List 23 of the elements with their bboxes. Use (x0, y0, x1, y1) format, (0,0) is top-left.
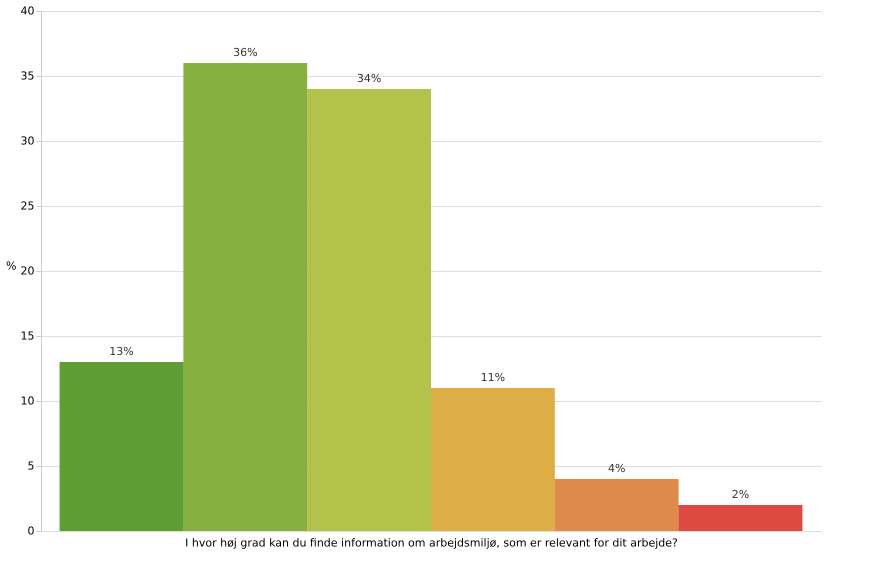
data-label: 34% (356, 72, 382, 85)
bar (307, 89, 431, 531)
bar (60, 362, 184, 531)
data-label: 2% (732, 488, 750, 501)
y-tick-label: 0 (28, 524, 34, 538)
y-tick-label: 15 (20, 330, 34, 342)
y-tick-label: 20 (20, 264, 34, 278)
bar (431, 388, 555, 531)
bar (678, 505, 802, 531)
y-tick-label: 35 (20, 70, 34, 82)
y-tick-label: 25 (20, 200, 34, 212)
y-tick-label: 5 (28, 460, 34, 472)
y-axis-title: % (6, 260, 17, 272)
y-tick-label: 40 (20, 4, 34, 18)
data-label: 11% (480, 371, 506, 384)
data-label: 4% (608, 462, 626, 475)
data-label: 13% (109, 345, 134, 358)
y-tick-label: 10 (20, 394, 34, 408)
x-axis-title: I hvor høj grad kan du finde information om arbejdsmiljø, som er relevant for dit arbejde? (185, 536, 678, 550)
data-label: 36% (233, 46, 258, 59)
bar (554, 479, 679, 531)
bar (183, 63, 308, 531)
y-tick-label: 30 (20, 134, 34, 148)
